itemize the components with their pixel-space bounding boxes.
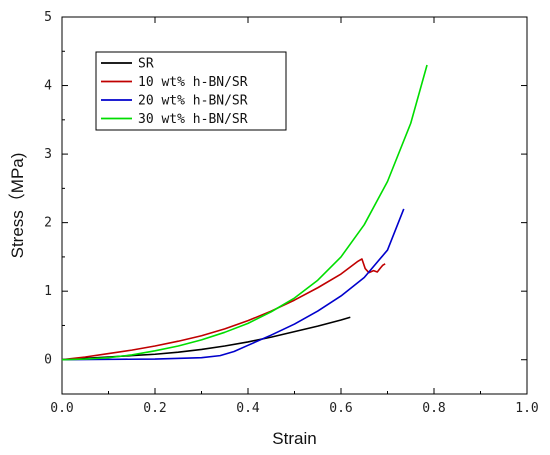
- series-line-20-wt-h-bn-sr: [61, 208, 405, 361]
- legend-entry-label: 20 wt% h-BN/SR: [138, 94, 248, 109]
- legend: SR 10 wt% h-BN/SR 20 wt% h-BN/SR 30 wt% h-B…: [95, 51, 287, 131]
- x-tick-label: 0.6: [329, 401, 352, 416]
- legend-entry-label: 10 wt% h-BN/SR: [138, 75, 248, 90]
- y-axis-label: Stress（MPa): [8, 153, 27, 259]
- x-tick-label: 0.4: [236, 401, 260, 416]
- x-tick-label: 0.0: [50, 401, 73, 416]
- y-tick-label: 4: [44, 79, 52, 94]
- x-axis-label: Strain: [272, 429, 316, 448]
- y-tick-label: 0: [44, 353, 52, 368]
- x-tick-label: 1.0: [515, 401, 538, 416]
- x-tick-label: 0.8: [422, 401, 445, 416]
- y-tick-label: 2: [44, 216, 52, 231]
- x-tick-label: 0.2: [143, 401, 166, 416]
- series-line-10-wt-h-bn-sr: [61, 258, 386, 361]
- y-tick-label: 3: [44, 147, 52, 162]
- legend-entry-label: SR: [138, 57, 154, 72]
- legend-box: [95, 51, 287, 131]
- series-line-30-wt-h-bn-sr: [61, 64, 428, 361]
- legend-entry-label: 30 wt% h-BN/SR: [138, 112, 248, 127]
- y-tick-label: 5: [44, 10, 52, 25]
- axis-ticks: 0.0 0.2 0.4 0.6 0.8 1.0 0 1 2 3 4 5: [44, 10, 539, 416]
- y-tick-label: 1: [44, 284, 52, 299]
- series-lines: [61, 64, 428, 361]
